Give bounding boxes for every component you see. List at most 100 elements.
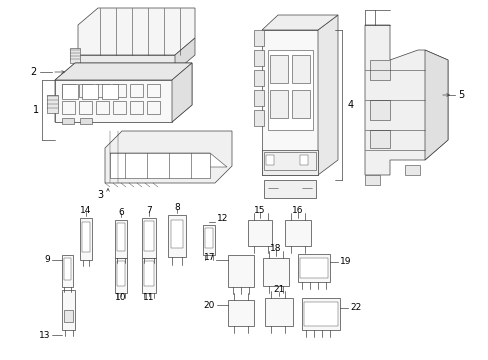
- Bar: [102, 84, 118, 99]
- Polygon shape: [262, 15, 337, 30]
- Bar: [80, 118, 92, 124]
- Bar: [47, 95, 58, 113]
- Bar: [369, 130, 389, 148]
- Bar: [130, 84, 142, 97]
- Text: 7: 7: [146, 206, 152, 215]
- Text: 11: 11: [143, 293, 154, 302]
- Polygon shape: [105, 131, 231, 183]
- Bar: [291, 55, 309, 83]
- Bar: [82, 84, 98, 99]
- Polygon shape: [55, 63, 192, 80]
- Text: 22: 22: [349, 303, 361, 312]
- Polygon shape: [404, 165, 419, 175]
- Bar: [291, 90, 309, 118]
- Text: 2: 2: [30, 67, 36, 77]
- Bar: [130, 101, 142, 114]
- Bar: [142, 218, 156, 258]
- Bar: [253, 50, 264, 66]
- Polygon shape: [262, 150, 317, 175]
- Text: 21: 21: [273, 285, 284, 294]
- Polygon shape: [262, 30, 317, 175]
- Bar: [113, 84, 126, 97]
- Bar: [299, 258, 327, 278]
- Text: 8: 8: [174, 202, 180, 212]
- Polygon shape: [364, 25, 447, 175]
- Bar: [115, 220, 127, 258]
- Text: 20: 20: [203, 301, 215, 310]
- Text: 9: 9: [44, 256, 50, 265]
- Polygon shape: [55, 63, 192, 122]
- Text: 10: 10: [115, 293, 126, 302]
- Bar: [117, 223, 125, 251]
- Text: 16: 16: [292, 206, 303, 215]
- Text: 13: 13: [39, 330, 50, 339]
- Bar: [269, 90, 287, 118]
- Bar: [302, 298, 339, 330]
- Bar: [62, 290, 75, 330]
- Polygon shape: [78, 8, 195, 55]
- Bar: [369, 100, 389, 120]
- Bar: [227, 300, 253, 326]
- Bar: [171, 220, 183, 248]
- Polygon shape: [55, 80, 172, 122]
- Bar: [62, 84, 75, 97]
- Bar: [204, 228, 213, 248]
- Polygon shape: [78, 55, 175, 72]
- Bar: [297, 254, 329, 282]
- Text: 17: 17: [203, 253, 215, 262]
- Polygon shape: [110, 153, 226, 167]
- Bar: [64, 258, 71, 280]
- Bar: [253, 90, 264, 106]
- Bar: [142, 258, 156, 293]
- Bar: [267, 50, 312, 130]
- Bar: [253, 30, 264, 46]
- Bar: [168, 215, 185, 257]
- Polygon shape: [172, 63, 192, 122]
- Polygon shape: [175, 38, 195, 72]
- Bar: [265, 155, 273, 165]
- Polygon shape: [424, 50, 447, 160]
- Bar: [115, 258, 127, 293]
- Text: 18: 18: [270, 243, 281, 252]
- Bar: [62, 118, 74, 124]
- Bar: [143, 261, 154, 286]
- Text: 6: 6: [118, 207, 123, 216]
- Bar: [147, 101, 160, 114]
- Text: 15: 15: [254, 206, 265, 215]
- Bar: [62, 255, 73, 287]
- Bar: [253, 70, 264, 86]
- Bar: [369, 60, 389, 80]
- Bar: [253, 110, 264, 126]
- Bar: [80, 218, 92, 260]
- Bar: [264, 180, 315, 198]
- Polygon shape: [110, 153, 209, 178]
- Text: 5: 5: [457, 90, 463, 100]
- Bar: [79, 84, 92, 97]
- Text: 1: 1: [33, 105, 39, 115]
- Bar: [147, 84, 160, 97]
- Text: 12: 12: [217, 213, 228, 222]
- Bar: [285, 220, 310, 246]
- Bar: [62, 101, 75, 114]
- Bar: [304, 302, 337, 326]
- Bar: [264, 298, 292, 326]
- Bar: [143, 221, 154, 251]
- Text: 3: 3: [97, 190, 103, 200]
- Bar: [269, 55, 287, 83]
- Polygon shape: [364, 175, 379, 185]
- Bar: [70, 48, 80, 63]
- Bar: [264, 152, 315, 170]
- Bar: [227, 255, 253, 287]
- Bar: [64, 310, 73, 322]
- Bar: [96, 101, 109, 114]
- Bar: [62, 84, 78, 99]
- Bar: [117, 261, 125, 286]
- Text: 4: 4: [347, 100, 353, 110]
- Bar: [82, 222, 90, 252]
- Bar: [247, 220, 271, 246]
- Bar: [96, 84, 109, 97]
- Polygon shape: [317, 15, 337, 175]
- Text: 14: 14: [80, 206, 92, 215]
- Text: 19: 19: [339, 257, 351, 266]
- Bar: [79, 101, 92, 114]
